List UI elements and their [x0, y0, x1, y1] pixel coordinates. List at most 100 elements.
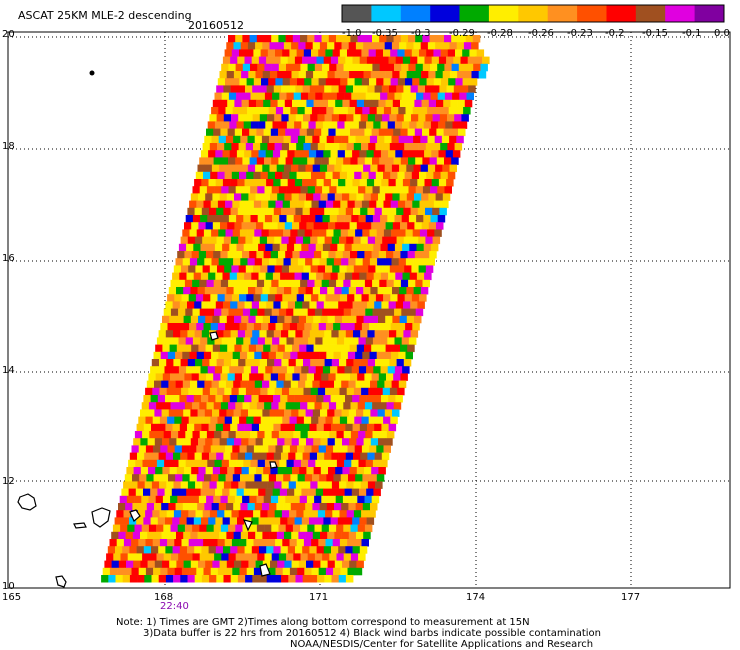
data-cell	[376, 200, 384, 209]
data-cell	[378, 467, 386, 475]
data-cell	[382, 265, 391, 273]
data-cell	[284, 467, 293, 475]
data-cell	[363, 287, 371, 295]
data-cell	[210, 200, 219, 209]
data-cell	[392, 287, 400, 295]
data-cell	[253, 294, 261, 302]
data-cell	[150, 395, 159, 403]
data-cell	[211, 258, 219, 266]
data-cell	[414, 222, 422, 230]
data-cell	[204, 380, 212, 389]
data-cell	[251, 488, 259, 497]
data-cell	[140, 438, 148, 446]
data-cell	[212, 287, 220, 295]
data-cell	[317, 359, 325, 367]
data-cell	[358, 215, 366, 223]
data-cell	[205, 467, 214, 475]
data-cell	[243, 459, 251, 468]
data-cell	[158, 575, 167, 583]
data-cell	[371, 495, 380, 504]
data-cell	[343, 157, 351, 165]
data-cell	[257, 431, 265, 439]
data-cell	[394, 243, 403, 252]
data-cell	[169, 560, 177, 569]
data-cell	[232, 107, 241, 115]
data-cell	[302, 56, 310, 65]
data-cell	[223, 575, 231, 583]
lat-label: 10	[2, 581, 15, 592]
data-cell	[364, 524, 373, 533]
data-cell	[262, 380, 270, 389]
data-cell	[356, 222, 365, 230]
data-cell	[306, 222, 314, 230]
data-cell	[225, 135, 234, 144]
data-cell	[356, 438, 364, 446]
data-cell	[251, 272, 259, 281]
data-cell	[161, 503, 169, 511]
data-cell	[190, 503, 198, 511]
data-cell	[370, 380, 378, 389]
data-cell	[228, 431, 236, 439]
data-cell	[236, 459, 244, 468]
data-cell	[201, 546, 209, 554]
data-cell	[237, 179, 245, 187]
data-cell	[408, 308, 416, 317]
data-cell	[253, 265, 261, 273]
legend-swatch	[606, 5, 637, 22]
data-cell	[349, 344, 358, 353]
data-cell	[353, 143, 362, 151]
data-cell	[281, 265, 290, 273]
data-cell	[237, 207, 246, 216]
data-cell	[437, 215, 446, 223]
data-cell	[180, 575, 188, 583]
data-cell	[376, 474, 385, 482]
data-cell	[386, 402, 394, 410]
data-cell	[482, 56, 490, 65]
data-cell	[394, 215, 402, 223]
data-cell	[350, 495, 358, 504]
data-cell	[363, 315, 372, 324]
data-cell	[396, 359, 405, 367]
data-cell	[349, 222, 358, 230]
data-cell	[356, 193, 364, 201]
data-cell	[353, 387, 362, 396]
data-cell	[270, 438, 278, 446]
data-cell	[261, 323, 269, 331]
data-cell	[168, 380, 176, 389]
data-cell	[286, 308, 294, 317]
data-cell	[242, 251, 250, 259]
data-cell	[300, 157, 308, 165]
data-cell	[184, 344, 192, 353]
data-cell	[296, 539, 305, 547]
data-cell	[256, 251, 264, 259]
data-cell	[420, 287, 429, 295]
data-cell	[409, 243, 417, 252]
data-cell	[411, 114, 419, 122]
data-cell	[348, 42, 357, 50]
data-cell	[208, 517, 216, 525]
data-cell	[272, 337, 280, 345]
data-cell	[172, 395, 180, 403]
data-cell	[305, 287, 314, 295]
data-cell	[182, 380, 191, 389]
data-cell	[425, 236, 433, 245]
data-cell	[334, 503, 342, 511]
data-cell	[338, 452, 347, 461]
data-cell	[313, 467, 322, 475]
data-cell	[382, 387, 391, 396]
data-cell	[212, 99, 221, 108]
data-cell	[221, 186, 229, 194]
data-cell	[192, 431, 200, 439]
data-cell	[260, 387, 268, 396]
data-cell	[264, 279, 272, 288]
data-cell	[221, 63, 229, 72]
data-cell	[184, 467, 192, 475]
data-cell	[472, 35, 481, 43]
data-cell	[266, 301, 274, 309]
legend-swatch	[342, 5, 372, 22]
data-cell	[229, 488, 237, 497]
legend-tick-label: -0.28	[487, 28, 513, 39]
data-cell	[374, 452, 383, 461]
data-cell	[244, 546, 253, 554]
data-cell	[207, 459, 215, 468]
